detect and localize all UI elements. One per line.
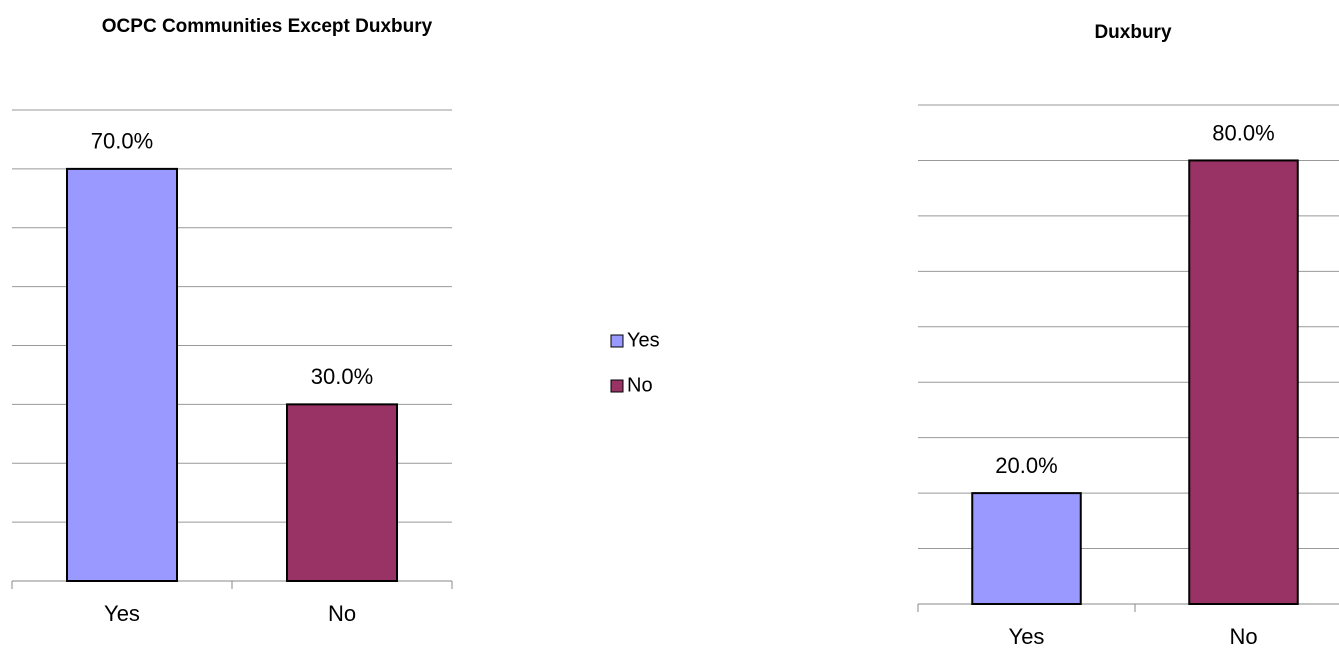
data-label: 80.0% xyxy=(1212,120,1274,145)
bar xyxy=(1188,159,1299,605)
x-tick-label: Yes xyxy=(1009,624,1045,649)
bar xyxy=(286,403,398,582)
x-tick-label: Yes xyxy=(104,601,140,626)
chart-title: OCPC Communities Except Duxbury xyxy=(102,16,433,37)
legend-swatch xyxy=(610,334,624,348)
data-label: 20.0% xyxy=(995,453,1057,478)
legend-swatch xyxy=(610,379,624,393)
legend-label: No xyxy=(627,374,653,396)
legend-label: Yes xyxy=(627,329,660,351)
data-label: 70.0% xyxy=(91,129,153,154)
x-tick-label: No xyxy=(328,601,356,626)
x-tick-label: No xyxy=(1229,624,1257,649)
bar xyxy=(971,492,1082,605)
chart-title: Duxbury xyxy=(1094,22,1172,43)
data-label: 30.0% xyxy=(311,364,373,389)
legend: Yes No xyxy=(610,329,660,396)
bar xyxy=(66,167,178,582)
